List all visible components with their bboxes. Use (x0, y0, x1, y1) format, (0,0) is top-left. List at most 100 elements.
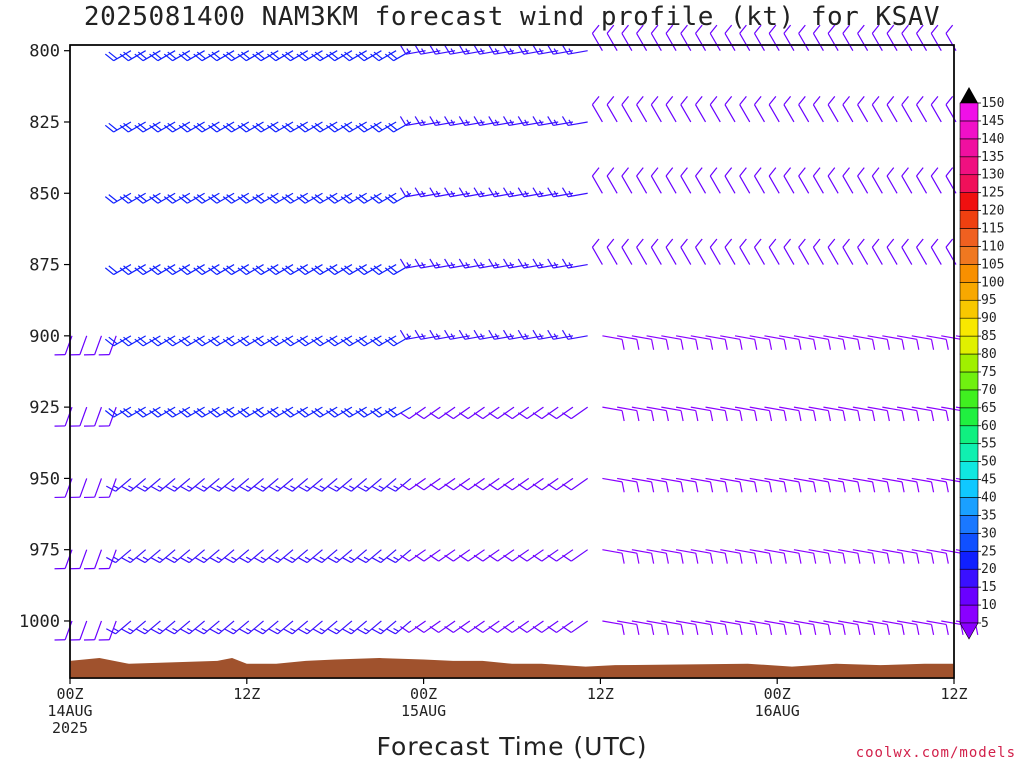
wind-barb-half-feather (393, 485, 399, 490)
wind-barb-shaft (395, 477, 412, 492)
wind-barb-feather (606, 24, 615, 34)
wind-barb (808, 335, 832, 350)
wind-barb (253, 620, 279, 635)
wind-barb-shaft (538, 121, 559, 127)
wind-barb-shaft (871, 246, 883, 265)
wind-barb-feather (827, 238, 836, 248)
wind-barb-feather (945, 624, 949, 635)
wind-barb (768, 24, 780, 52)
wind-barb-feather (104, 53, 114, 62)
wind-barb-shaft (779, 406, 800, 412)
wind-barb (458, 549, 485, 562)
wind-barb (661, 549, 684, 564)
wind-barb-shaft (871, 175, 883, 194)
wind-barb-shaft (852, 620, 873, 626)
wind-barb (429, 116, 456, 127)
wind-barb (562, 620, 589, 633)
wind-barb-shaft (494, 192, 515, 198)
wind-barb-shaft (144, 477, 161, 492)
wind-barb-feather (152, 194, 162, 202)
wind-barb (69, 406, 88, 427)
wind-barb-feather (813, 624, 817, 635)
wind-barb (473, 329, 500, 340)
wind-barb-feather (196, 194, 206, 202)
wind-barb-feather (517, 44, 525, 55)
wind-barb-shaft (636, 33, 648, 52)
wind-barb (473, 187, 500, 198)
wind-barb-feather (123, 194, 133, 202)
wind-barb (823, 406, 846, 422)
wind-barb-shaft (467, 620, 485, 633)
wind-barb (636, 96, 648, 123)
wind-barb (631, 549, 655, 564)
wind-barb-feather (268, 556, 278, 564)
wind-barb-feather (270, 122, 280, 131)
wind-barb-feather (370, 196, 380, 204)
wind-barb-feather (488, 44, 495, 55)
wind-barb (827, 24, 839, 52)
wind-barb-shaft (420, 192, 441, 198)
wind-barb-feather (709, 624, 714, 635)
wind-barb-shaft (567, 335, 588, 340)
wind-barb (503, 187, 529, 198)
wind-barb-shaft (423, 406, 441, 420)
wind-barb-feather (253, 628, 264, 635)
wind-barb-shaft (650, 246, 662, 265)
wind-barb (749, 477, 773, 493)
wind-barb-feather (182, 408, 192, 416)
wind-barb-feather (241, 408, 251, 416)
wind-barb-shaft (438, 549, 456, 562)
wind-barb-feather (695, 339, 699, 350)
wind-barb-shaft (871, 33, 883, 52)
wind-barb-shaft (650, 104, 662, 123)
wind-barb-feather (281, 410, 291, 418)
wind-barb-half-feather (509, 119, 514, 126)
wind-barb (282, 549, 309, 564)
wind-barb-feather (196, 51, 206, 60)
wind-barb-shaft (661, 620, 682, 626)
wind-barb-shaft (916, 33, 928, 52)
wind-barb-feather (178, 410, 188, 418)
wind-barb (444, 329, 470, 340)
wind-barb-shaft (508, 50, 529, 55)
wind-barb-shaft (867, 406, 888, 412)
wind-barb-half-feather (435, 119, 440, 126)
wind-barb-shaft (857, 246, 869, 265)
colorbar-swatch (959, 299, 979, 319)
wind-barb (488, 329, 515, 340)
wind-barb-feather (340, 124, 350, 133)
wind-barb-shaft (631, 335, 652, 340)
wind-barb (808, 477, 832, 493)
wind-barb-feather (400, 554, 410, 562)
wind-barb-shaft (129, 549, 147, 564)
wind-barb (562, 477, 589, 491)
wind-barb-shaft (680, 104, 692, 123)
wind-barb-feather (650, 24, 659, 34)
wind-barb-feather (356, 485, 367, 492)
wind-barb (749, 406, 773, 422)
wind-barb-shaft (675, 620, 696, 626)
wind-barb-shaft (783, 175, 795, 194)
wind-barb (871, 24, 883, 52)
wind-barb (223, 477, 250, 492)
wind-barb-feather (547, 116, 554, 126)
wind-barb (690, 620, 714, 635)
wind-barb (547, 329, 574, 340)
colorbar-label: 150 (981, 96, 1004, 111)
wind-barb-shaft (793, 335, 814, 340)
wind-barb-feather (650, 410, 655, 422)
wind-barb (341, 549, 368, 564)
wind-barb-feather (680, 553, 684, 564)
wind-barb-shaft (911, 477, 932, 483)
wind-barb-feather (680, 481, 684, 493)
wind-barb-feather (314, 194, 324, 202)
wind-barb-feather (429, 258, 436, 269)
wind-barb-feather (798, 96, 806, 106)
wind-barb-half-feather (509, 333, 514, 339)
wind-barb-shaft (631, 620, 652, 626)
wind-barb-shaft (705, 335, 726, 340)
wind-barb (458, 406, 485, 420)
wind-barb-shaft (617, 406, 637, 412)
wind-barb (749, 620, 773, 635)
wind-barb-half-feather (406, 190, 411, 197)
